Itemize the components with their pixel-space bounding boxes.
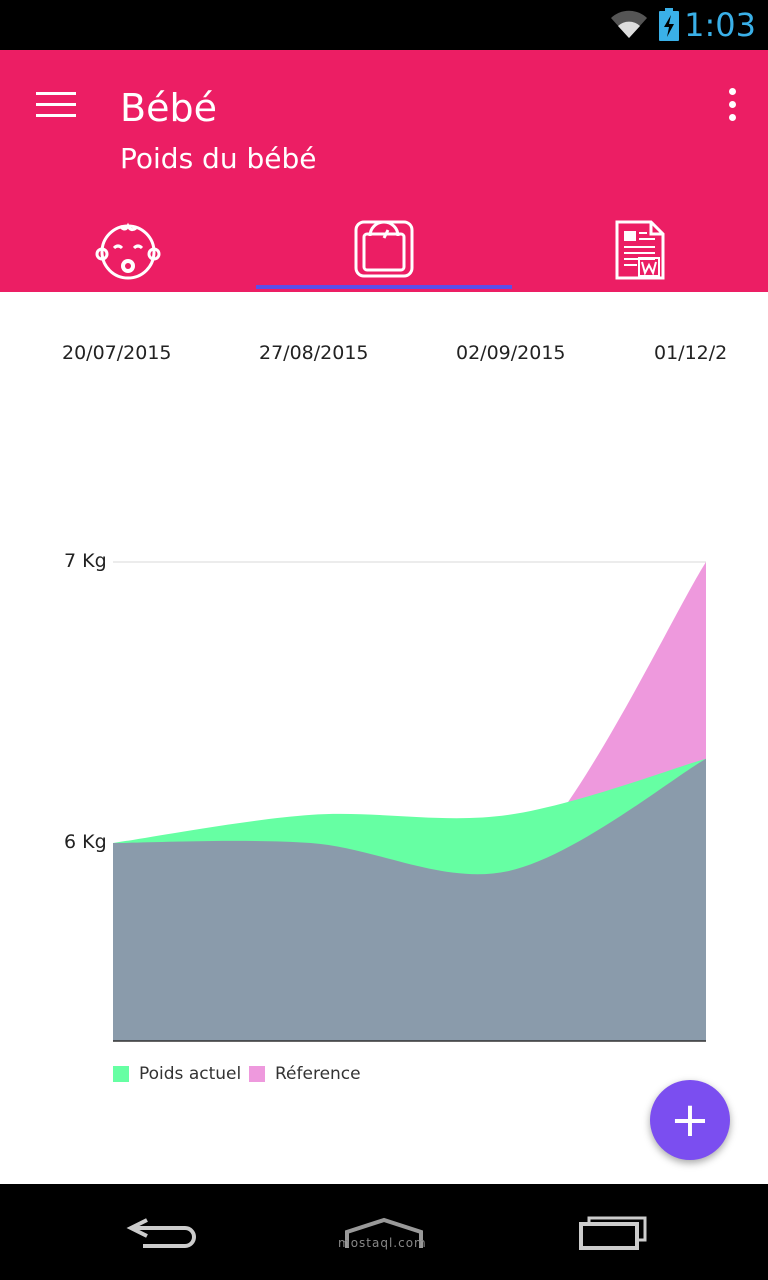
status-bar: 1:03 <box>0 0 768 50</box>
legend-label: Réference <box>275 1064 361 1084</box>
back-icon <box>126 1218 196 1248</box>
add-button[interactable]: + <box>650 1080 730 1160</box>
nav-bar: mostaql.com <box>0 1184 768 1280</box>
y-tick-label: 6 Kg <box>64 831 107 853</box>
x-tick-label: 27/08/2015 <box>259 342 369 364</box>
chart-area: 20/07/2015 27/08/2015 02/09/2015 01/12/2… <box>0 292 768 1184</box>
menu-icon[interactable] <box>36 92 76 122</box>
x-tick-label: 01/12/20 <box>654 342 728 364</box>
legend-swatch <box>249 1066 265 1082</box>
watermark: mostaql.com <box>338 1236 427 1250</box>
series-overlap-area <box>113 758 706 1041</box>
tab-weight[interactable] <box>256 210 512 290</box>
legend-swatch <box>113 1066 129 1082</box>
app-title: Bébé <box>120 86 217 130</box>
app-bar: Bébé Poids du bébé <box>0 50 768 292</box>
back-button[interactable] <box>116 1204 206 1260</box>
x-tick-label: 20/07/2015 <box>62 342 172 364</box>
document-icon <box>615 220 665 280</box>
recent-apps-icon <box>579 1216 647 1250</box>
legend-label: Poids actuel <box>139 1064 242 1084</box>
home-button[interactable] <box>339 1204 429 1260</box>
legend-item-poids-actuel: Poids actuel <box>113 1064 241 1084</box>
legend-item-reference: Réference <box>249 1064 361 1084</box>
tab-document[interactable] <box>512 210 768 290</box>
weight-scale-icon <box>354 220 414 278</box>
area-chart <box>113 561 706 1042</box>
baby-face-icon <box>95 222 161 280</box>
x-axis-labels: 20/07/2015 27/08/2015 02/09/2015 01/12/2… <box>0 332 728 372</box>
overflow-menu-icon[interactable] <box>724 88 740 128</box>
status-time: 1:03 <box>684 6 756 44</box>
recent-apps-button[interactable] <box>566 1204 656 1260</box>
wifi-icon <box>610 10 648 44</box>
tab-indicator <box>256 285 512 289</box>
x-tick-label: 02/09/2015 <box>456 342 566 364</box>
y-tick-label: 7 Kg <box>64 550 107 572</box>
battery-charging-icon <box>658 8 680 46</box>
app-subtitle: Poids du bébé <box>120 142 317 175</box>
tab-baby[interactable] <box>0 210 256 290</box>
home-icon <box>345 1217 423 1248</box>
